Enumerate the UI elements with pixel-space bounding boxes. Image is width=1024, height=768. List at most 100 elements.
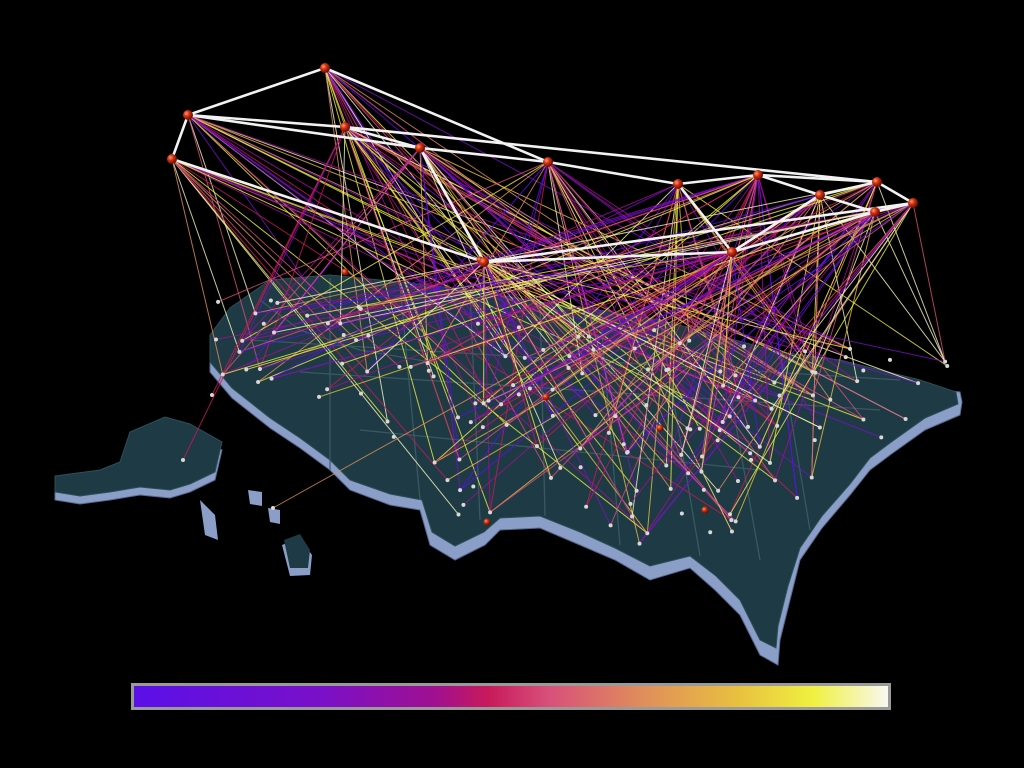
end-point: [580, 371, 585, 376]
backbone-node: [340, 122, 350, 132]
traffic-link: [419, 147, 719, 492]
traffic-link: [477, 251, 733, 325]
backbone-node: [479, 257, 489, 267]
end-point: [486, 398, 491, 403]
end-point: [828, 397, 833, 402]
traffic-link: [171, 158, 224, 375]
end-point: [606, 430, 611, 435]
traffic-link: [217, 161, 549, 303]
end-point: [358, 391, 363, 396]
traffic-link: [171, 158, 882, 438]
end-point: [741, 344, 746, 349]
traffic-link: [255, 251, 733, 314]
end-point: [666, 367, 671, 372]
end-point: [471, 484, 476, 489]
traffic-link: [271, 261, 485, 380]
traffic-link: [774, 202, 914, 383]
end-point: [578, 465, 583, 470]
end-point: [769, 406, 774, 411]
backbone-node: [543, 157, 553, 167]
end-point: [354, 338, 359, 343]
traffic-link: [419, 147, 561, 469]
end-point: [275, 300, 280, 305]
traffic-link: [171, 158, 368, 372]
end-point: [504, 422, 509, 427]
traffic-link: [187, 114, 256, 314]
traffic-link: [585, 174, 759, 507]
traffic-link: [242, 251, 733, 342]
end-point: [733, 519, 738, 524]
end-point: [810, 369, 815, 374]
traffic-link: [639, 202, 914, 544]
traffic-link: [729, 202, 914, 515]
end-point: [733, 373, 738, 378]
end-point: [679, 511, 684, 516]
end-point: [699, 469, 704, 474]
traffic-link: [630, 181, 878, 505]
traffic-link: [680, 251, 733, 455]
end-point: [391, 434, 396, 439]
end-point: [397, 364, 402, 369]
end-point: [516, 392, 521, 397]
traffic-link: [324, 67, 506, 357]
traffic-link: [339, 126, 346, 324]
end-point: [425, 361, 430, 366]
end-point: [630, 514, 635, 519]
end-point: [210, 393, 214, 397]
traffic-link: [665, 183, 679, 466]
end-point: [715, 438, 720, 443]
hawaii: [248, 490, 312, 576]
end-point: [621, 442, 626, 447]
traffic-link: [811, 194, 821, 478]
end-point: [261, 321, 266, 326]
end-point: [457, 457, 462, 462]
end-point: [550, 413, 555, 418]
end-point: [356, 305, 361, 310]
end-point: [843, 355, 848, 360]
end-point: [220, 372, 225, 377]
end-point: [753, 398, 758, 403]
end-point: [652, 328, 657, 333]
traffic-link: [477, 261, 485, 324]
end-point: [767, 460, 772, 465]
backbone-node: [320, 63, 330, 73]
traffic-link: [627, 211, 876, 453]
end-point: [645, 367, 650, 372]
end-point: [608, 523, 613, 528]
traffic-link: [688, 211, 876, 342]
end-point: [271, 506, 275, 510]
end-point: [632, 346, 637, 351]
end-point: [644, 403, 649, 408]
traffic-link: [483, 261, 821, 428]
traffic-link: [324, 67, 554, 417]
backbone-nodes: [167, 63, 918, 267]
end-point: [772, 380, 777, 385]
backbone-node: [167, 154, 177, 164]
end-point: [341, 333, 346, 338]
traffic-link: [272, 251, 733, 509]
end-point: [455, 415, 460, 420]
traffic-link: [483, 261, 554, 417]
end-point: [488, 510, 493, 515]
end-point: [757, 444, 762, 449]
end-point: [338, 321, 343, 326]
traffic-link: [771, 202, 914, 410]
end-point: [613, 414, 618, 419]
end-point: [431, 374, 436, 379]
end-point: [365, 369, 370, 374]
traffic-link: [701, 251, 733, 457]
end-point: [887, 357, 892, 362]
end-point: [716, 488, 721, 493]
end-point: [567, 354, 572, 359]
end-point: [578, 446, 583, 451]
traffic-link: [731, 251, 816, 373]
end-point: [475, 321, 480, 326]
end-point: [903, 417, 908, 422]
traffic-link: [419, 147, 814, 396]
end-point: [720, 420, 725, 425]
traffic-link: [470, 251, 733, 423]
traffic-link: [483, 261, 771, 464]
traffic-link: [729, 211, 876, 417]
end-point: [916, 381, 921, 386]
end-point: [213, 337, 218, 342]
